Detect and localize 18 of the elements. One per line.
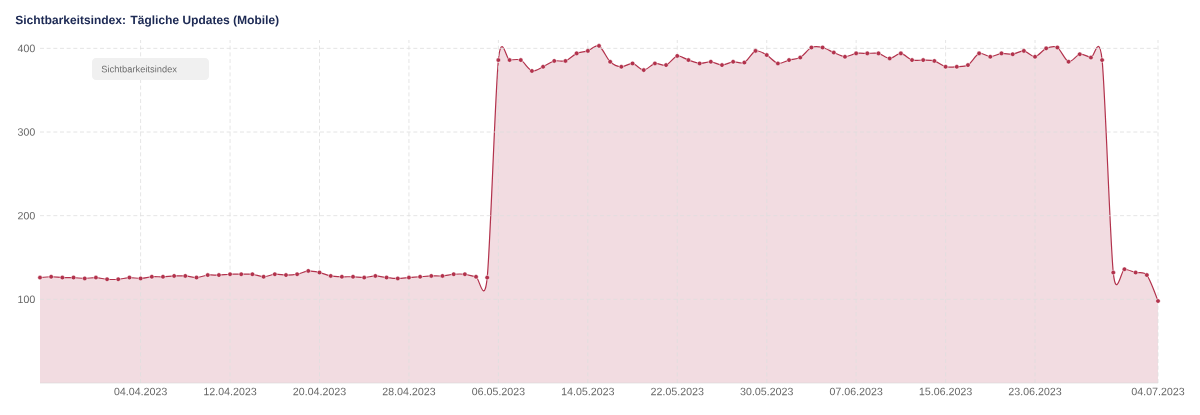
x-tick-label: 06.05.2023 (472, 387, 525, 396)
annotation: Sichtbarkeitsindex (101, 65, 177, 73)
x-tick-label: 14.05.2023 (561, 387, 615, 396)
x-tick-label: 22.05.2023 (651, 387, 704, 396)
x-tick-label: 23.06.2023 (1008, 387, 1062, 396)
x-tick-label: 30.05.2023 (740, 387, 793, 396)
x-tick-label: 28.04.2023 (382, 387, 436, 396)
y-tick-label: 200 (18, 211, 35, 220)
x-tick-label: 04.04.2023 (114, 387, 167, 396)
chart-title: Sichtbarkeitsindex: Tägliche Updates (Mobile) (15, 15, 279, 27)
y-tick-label: 300 (17, 128, 35, 136)
x-tick-label: 12.04.2023 (204, 387, 257, 396)
y-tick-label: 100 (18, 295, 35, 304)
y-tick-label: 400 (17, 44, 35, 53)
x-tick-label: 07.06.2023 (829, 387, 883, 396)
x-tick-label: 20.04.2023 (293, 387, 346, 396)
x-tick-label: 04.07.2023 (1131, 387, 1185, 396)
x-tick-label: 15.06.2023 (919, 387, 972, 396)
